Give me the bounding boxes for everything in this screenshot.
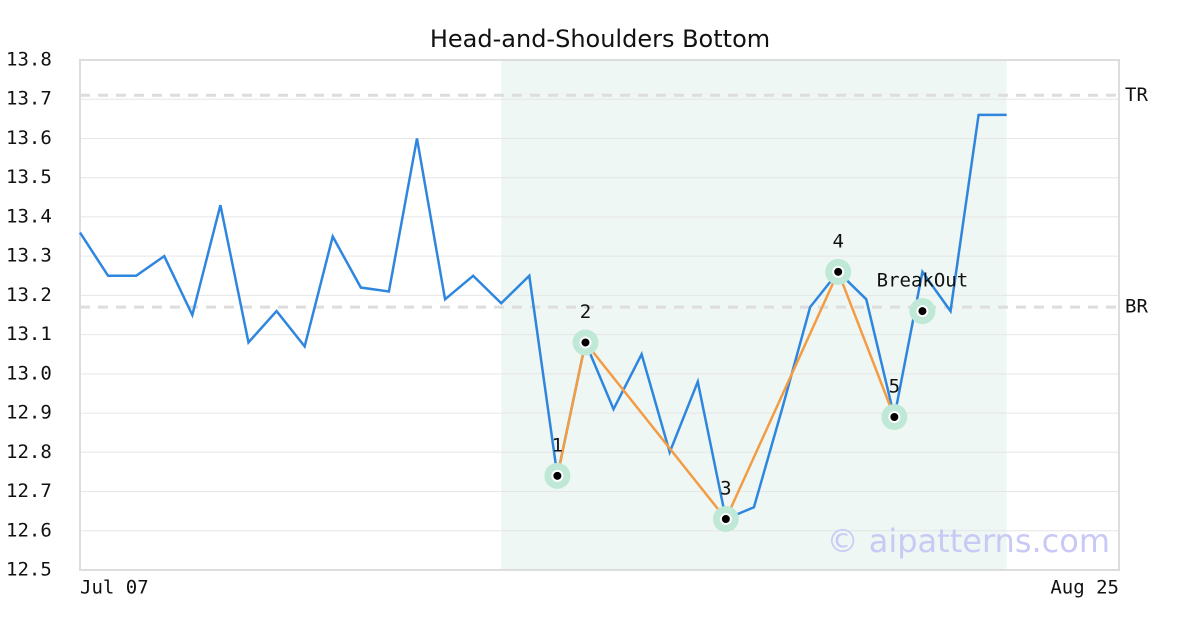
y-tick-label: 13.7 xyxy=(6,88,52,110)
y-tick-label: 13.0 xyxy=(6,362,52,384)
y-tick-label: 13.3 xyxy=(6,245,52,267)
point-marker xyxy=(832,265,845,278)
level-label: BR xyxy=(1125,296,1148,318)
y-tick-label: 12.5 xyxy=(6,559,52,581)
point-label: 4 xyxy=(832,230,843,252)
y-tick-label: 13.5 xyxy=(6,166,52,188)
level-label: TR xyxy=(1125,84,1148,106)
watermark: © aipatterns.com xyxy=(827,522,1110,560)
point-marker xyxy=(551,469,564,482)
point-marker xyxy=(579,336,592,349)
y-tick-label: 12.6 xyxy=(6,519,52,541)
y-tick-label: 13.1 xyxy=(6,323,52,345)
x-tick-label: Aug 25 xyxy=(1050,577,1119,599)
y-tick-label: 12.9 xyxy=(6,402,52,424)
point-marker xyxy=(888,411,901,423)
y-tick-label: 12.8 xyxy=(6,441,52,463)
point-marker xyxy=(916,305,929,318)
y-tick-label: 13.8 xyxy=(6,49,52,71)
point-label: 3 xyxy=(720,478,731,500)
price-line xyxy=(78,113,1007,521)
y-tick-label: 13.4 xyxy=(6,205,52,227)
chart-title: Head-and-Shoulders Bottom xyxy=(430,25,770,53)
plot-border xyxy=(79,59,1120,571)
y-tick-label: 12.7 xyxy=(6,480,52,502)
point-marker xyxy=(719,513,732,525)
point-label: 2 xyxy=(580,301,591,323)
point-label: 5 xyxy=(889,376,900,398)
point-label: 1 xyxy=(552,434,563,456)
x-tick-label: Jul 07 xyxy=(80,577,149,599)
point-label: BreakOut xyxy=(877,270,969,292)
y-tick-label: 13.2 xyxy=(6,284,52,306)
y-tick-label: 13.6 xyxy=(6,127,52,149)
